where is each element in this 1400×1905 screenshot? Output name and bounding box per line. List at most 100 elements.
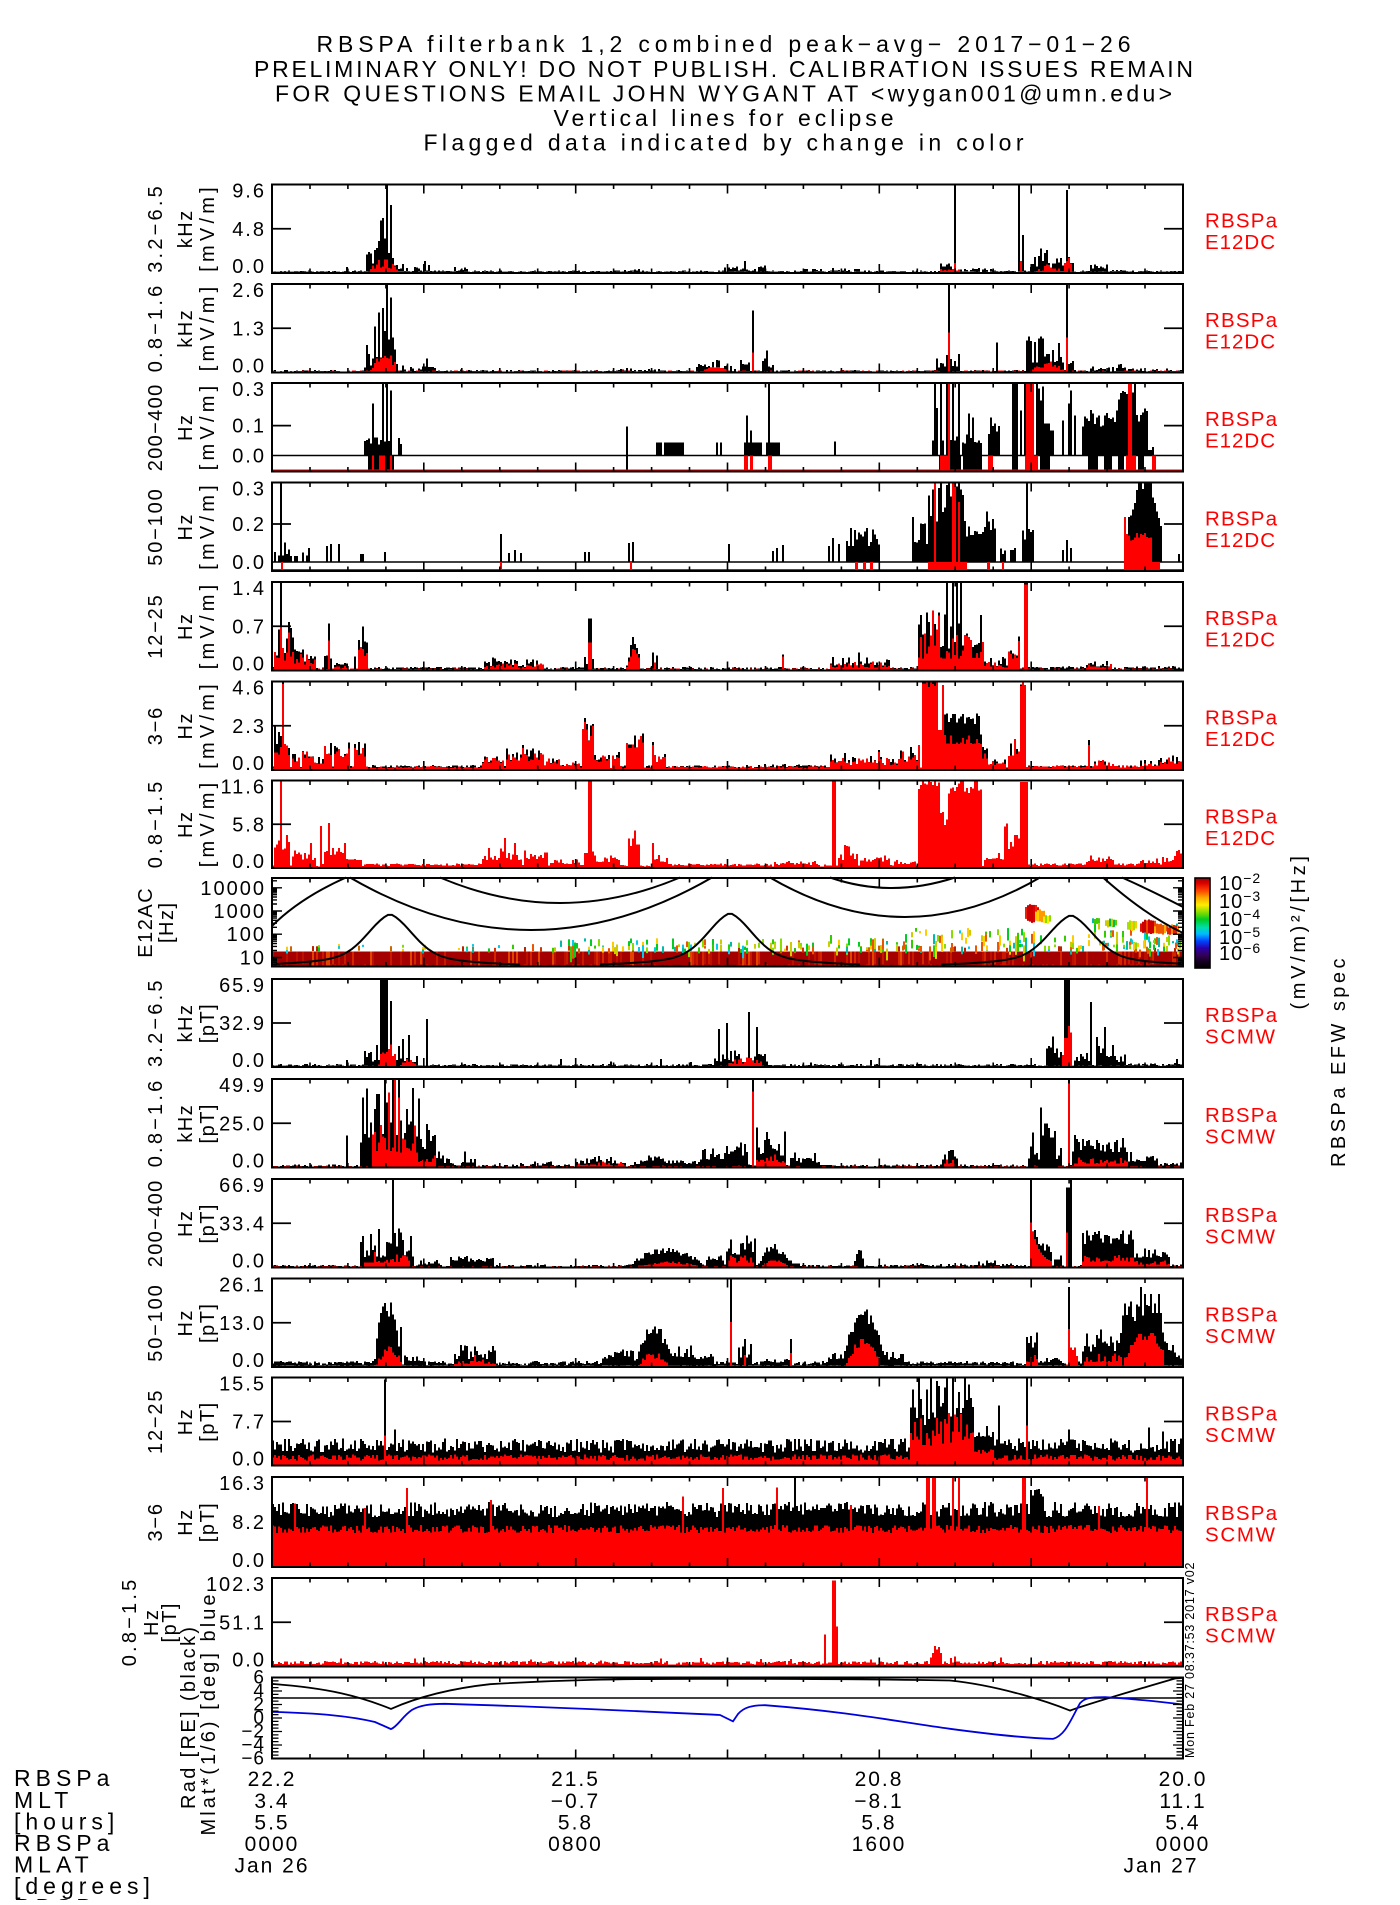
svg-text:1.3: 1.3 bbox=[232, 318, 266, 340]
svg-text:0.3: 0.3 bbox=[232, 479, 266, 501]
svg-text:RBSPa: RBSPa bbox=[1205, 806, 1278, 829]
svg-text:E12DC: E12DC bbox=[1205, 331, 1275, 354]
svg-text:SCMW: SCMW bbox=[1205, 1424, 1276, 1447]
svg-text:0.7: 0.7 bbox=[232, 616, 266, 638]
svg-text:0.0: 0.0 bbox=[232, 356, 266, 378]
svg-text:20.8: 20.8 bbox=[855, 1768, 904, 1791]
svg-text:Flagged data indicated by chan: Flagged data indicated by change in colo… bbox=[424, 130, 1027, 156]
svg-text:SCMW: SCMW bbox=[1205, 1625, 1276, 1648]
svg-text:E12DC: E12DC bbox=[1205, 231, 1275, 254]
svg-text:[mV/m]: [mV/m] bbox=[197, 583, 219, 669]
svg-text:3−6: 3−6 bbox=[145, 1503, 167, 1542]
svg-text:11.1: 11.1 bbox=[1159, 1790, 1206, 1813]
svg-text:MLT: MLT bbox=[14, 1787, 73, 1813]
svg-text:20.0: 20.0 bbox=[1159, 1768, 1208, 1791]
svg-text:4: 4 bbox=[253, 1681, 265, 1702]
svg-text:7.7: 7.7 bbox=[232, 1412, 266, 1434]
svg-text:RBSPa: RBSPa bbox=[1205, 1502, 1278, 1525]
svg-text:5.8: 5.8 bbox=[558, 1812, 593, 1835]
svg-text:10000: 10000 bbox=[200, 878, 266, 900]
svg-text:RBSPa: RBSPa bbox=[1205, 607, 1278, 630]
svg-text:8.2: 8.2 bbox=[232, 1512, 266, 1534]
svg-text:E12DC: E12DC bbox=[1205, 629, 1275, 652]
svg-text:E12DC: E12DC bbox=[1205, 827, 1275, 850]
svg-text:−6: −6 bbox=[241, 1749, 265, 1770]
svg-text:−2: −2 bbox=[241, 1722, 265, 1743]
svg-text:Hz: Hz bbox=[175, 1508, 197, 1535]
svg-text:SCMW: SCMW bbox=[1205, 1325, 1276, 1348]
svg-text:21.5: 21.5 bbox=[551, 1768, 600, 1791]
svg-text:65.9: 65.9 bbox=[219, 975, 266, 997]
svg-text:15.5: 15.5 bbox=[219, 1374, 266, 1396]
svg-text:2.3: 2.3 bbox=[232, 716, 266, 738]
svg-text:66.9: 66.9 bbox=[219, 1175, 266, 1197]
svg-text:[mV/m]: [mV/m] bbox=[197, 285, 219, 371]
svg-text:6: 6 bbox=[253, 1668, 265, 1689]
svg-text:SCMW: SCMW bbox=[1205, 1524, 1276, 1547]
svg-text:[pT]: [pT] bbox=[197, 1303, 219, 1343]
svg-text:10−3: 10−3 bbox=[1219, 888, 1261, 913]
svg-text:0800: 0800 bbox=[548, 1833, 603, 1856]
svg-text:SCMW: SCMW bbox=[1205, 1126, 1276, 1149]
svg-text:200−400: 200−400 bbox=[145, 383, 167, 471]
svg-text:−8.1: −8.1 bbox=[854, 1790, 903, 1813]
svg-text:[hours]: [hours] bbox=[14, 1809, 119, 1835]
svg-text:0.0: 0.0 bbox=[232, 446, 266, 468]
svg-text:22.2: 22.2 bbox=[248, 1768, 297, 1791]
svg-text:(mV/m)²/[Hz]: (mV/m)²/[Hz] bbox=[1288, 855, 1310, 1010]
svg-text:PRELIMINARY ONLY! DO NOT PUBLI: PRELIMINARY ONLY! DO NOT PUBLISH. CALIBR… bbox=[254, 56, 1196, 82]
svg-text:0.0: 0.0 bbox=[232, 256, 266, 278]
svg-text:[pT]: [pT] bbox=[197, 1502, 219, 1542]
svg-text:Vertical lines for eclipse: Vertical lines for eclipse bbox=[554, 105, 897, 131]
svg-text:RBSPa: RBSPa bbox=[1205, 1204, 1278, 1227]
svg-text:10: 10 bbox=[240, 948, 266, 970]
svg-text:[pT]: [pT] bbox=[197, 1203, 219, 1243]
svg-text:3−6: 3−6 bbox=[145, 706, 167, 745]
svg-text:Hz: Hz bbox=[175, 1210, 197, 1237]
svg-text:[pT]: [pT] bbox=[197, 1401, 219, 1441]
svg-text:50−100: 50−100 bbox=[145, 488, 167, 566]
svg-text:[mV/m]: [mV/m] bbox=[197, 186, 219, 272]
svg-text:0.0: 0.0 bbox=[232, 1350, 266, 1372]
svg-text:1600: 1600 bbox=[852, 1833, 907, 1856]
svg-text:RBSPa: RBSPa bbox=[1205, 1004, 1278, 1027]
svg-text:Hz: Hz bbox=[175, 1408, 197, 1435]
svg-text:RBSPa: RBSPa bbox=[1205, 1603, 1278, 1626]
svg-text:RBSPa EFW spec: RBSPa EFW spec bbox=[1328, 957, 1350, 1167]
svg-text:E12DC: E12DC bbox=[1205, 728, 1275, 751]
svg-text:0.0: 0.0 bbox=[232, 552, 266, 574]
svg-text:Hz: Hz bbox=[141, 1609, 163, 1636]
svg-text:RBSPa: RBSPa bbox=[1205, 707, 1278, 730]
svg-text:Jan 27: Jan 27 bbox=[1123, 1855, 1198, 1878]
svg-text:kHz: kHz bbox=[175, 1004, 197, 1043]
svg-text:0.0: 0.0 bbox=[232, 851, 266, 873]
svg-text:E12DC: E12DC bbox=[1205, 430, 1275, 453]
svg-text:RBSPa: RBSPa bbox=[1205, 309, 1278, 332]
svg-text:0.0: 0.0 bbox=[232, 1251, 266, 1273]
svg-text:[mV/m]: [mV/m] bbox=[197, 484, 219, 570]
svg-text:[pT]: [pT] bbox=[197, 1003, 219, 1043]
svg-text:kHz: kHz bbox=[175, 1104, 197, 1143]
svg-text:1.4: 1.4 bbox=[232, 578, 266, 600]
svg-text:100: 100 bbox=[227, 924, 266, 946]
svg-text:0.3: 0.3 bbox=[232, 379, 266, 401]
svg-text:kHz: kHz bbox=[175, 209, 197, 248]
svg-text:Hz: Hz bbox=[175, 1309, 197, 1336]
svg-text:SCMW: SCMW bbox=[1205, 1026, 1276, 1049]
svg-text:[mV/m]: [mV/m] bbox=[197, 384, 219, 470]
svg-text:2.6: 2.6 bbox=[232, 280, 266, 302]
svg-text:[pT]: [pT] bbox=[159, 1602, 181, 1642]
svg-text:RBSPa: RBSPa bbox=[1205, 1403, 1278, 1426]
svg-text:[degrees]: [degrees] bbox=[14, 1873, 155, 1899]
svg-text:26.1: 26.1 bbox=[219, 1275, 266, 1297]
svg-text:49.9: 49.9 bbox=[219, 1075, 266, 1097]
svg-text:25.0: 25.0 bbox=[219, 1113, 266, 1135]
svg-text:RBSPa: RBSPa bbox=[1205, 1104, 1278, 1127]
svg-text:Hz: Hz bbox=[175, 513, 197, 540]
svg-text:0.2: 0.2 bbox=[232, 514, 266, 536]
svg-text:12−25: 12−25 bbox=[145, 1389, 167, 1454]
svg-text:0000: 0000 bbox=[245, 1833, 300, 1856]
svg-text:Hz: Hz bbox=[175, 613, 197, 640]
svg-text:2: 2 bbox=[253, 1695, 265, 1716]
svg-text:0.0: 0.0 bbox=[232, 654, 266, 676]
